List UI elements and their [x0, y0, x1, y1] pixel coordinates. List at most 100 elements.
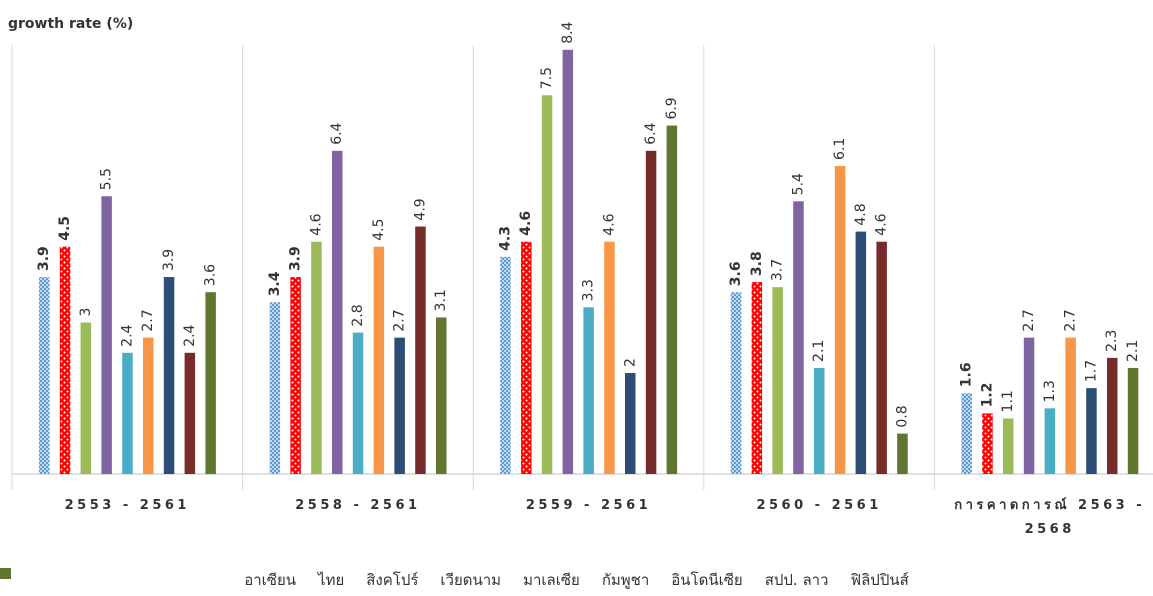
bar — [436, 317, 447, 474]
value-label: 4.6 — [601, 213, 617, 235]
value-label: 4.3 — [497, 226, 513, 251]
bar — [855, 231, 867, 474]
bar — [562, 49, 574, 475]
legend-item: อินโดนีเซีย — [0, 568, 743, 592]
bar — [666, 125, 678, 475]
legend-label: สปป. ลาว — [764, 571, 829, 589]
bar — [982, 413, 993, 474]
value-label: 6.4 — [329, 122, 345, 144]
value-label: 1.3 — [1042, 380, 1058, 402]
bar — [834, 165, 846, 474]
legend-item: ไทย — [0, 568, 345, 592]
x-tick-label: 2559 - 2561 — [525, 498, 652, 513]
bar — [521, 241, 532, 474]
legend-label: มาเลเซีย — [523, 571, 580, 589]
bar — [876, 241, 887, 474]
bar — [332, 150, 343, 475]
value-label: 5.4 — [790, 173, 806, 195]
bar — [80, 322, 92, 474]
bar — [352, 332, 364, 474]
value-label: 2.8 — [350, 304, 366, 326]
value-label: 4.6 — [874, 213, 890, 235]
legend-label: สิงคโปร์ — [366, 571, 419, 589]
bar — [814, 367, 825, 474]
bar — [373, 246, 385, 474]
bar — [583, 307, 594, 474]
legend-item: ฟิลิปปินส์ — [0, 568, 909, 592]
bar — [500, 256, 511, 474]
bar — [961, 393, 972, 474]
legend-label: ฟิลิปปินส์ — [850, 571, 909, 589]
bar — [184, 352, 196, 474]
x-tick-label: 2553 - 2561 — [64, 498, 190, 513]
value-label: 3.7 — [770, 259, 786, 281]
legend-swatch — [0, 568, 11, 579]
legend: อาเซียน ไทย สิงคโปร์ เวียดนาม มาเลเซีย กัมพูช… — [0, 568, 1153, 592]
bar — [625, 373, 636, 474]
value-label: 3.4 — [267, 271, 283, 296]
legend-item: อาเซียน — [0, 568, 297, 592]
chart: growth rate (%) 3.9 4.5 3 5.5 2.4 2.7 3.9 2.4 3.… — [8, 16, 1153, 490]
value-label: 2.3 — [1104, 330, 1120, 352]
bar — [39, 277, 50, 474]
value-label: 4.5 — [57, 216, 73, 241]
bar — [897, 433, 908, 474]
legend-swatch-fill — [0, 568, 11, 579]
value-label: 7.5 — [539, 67, 555, 89]
bar — [205, 292, 216, 474]
value-label: 6.9 — [664, 97, 680, 119]
value-label: 2.1 — [1125, 340, 1141, 362]
bar — [645, 150, 657, 475]
value-label: 1.2 — [979, 383, 995, 408]
legend-item: มาเลเซีย — [0, 568, 580, 592]
bar — [415, 226, 426, 474]
value-label: 2.4 — [182, 324, 198, 346]
value-label: 1.1 — [1000, 390, 1016, 412]
value-label: 2.1 — [811, 340, 827, 362]
value-label: 1.7 — [1083, 360, 1099, 382]
bar — [1044, 408, 1056, 474]
value-label: 3.3 — [581, 279, 597, 301]
x-tick-label: 2560 - 2561 — [756, 498, 882, 513]
bar — [1086, 388, 1097, 474]
bar — [290, 277, 301, 474]
bar — [163, 277, 175, 474]
value-label: 4.6 — [308, 213, 324, 235]
value-label: 8.4 — [560, 21, 576, 43]
value-label: 4.5 — [371, 218, 387, 240]
bar — [1107, 357, 1118, 474]
x-tick-label: 2558 - 2561 — [295, 498, 421, 513]
value-label: 2.7 — [1021, 309, 1037, 331]
bar — [604, 241, 615, 474]
legend-item: สปป. ลาว — [0, 568, 829, 592]
bar — [59, 246, 71, 474]
value-label: 2.7 — [1063, 309, 1079, 331]
legend-item: เวียดนาม — [0, 568, 502, 592]
value-label: 2.7 — [140, 309, 156, 331]
legend-label: กัมพูชา — [601, 571, 650, 589]
bar — [122, 352, 133, 474]
value-label: 3.6 — [728, 261, 744, 286]
value-label: 2.7 — [392, 309, 408, 331]
bar — [541, 95, 553, 474]
bar — [772, 287, 783, 474]
legend-label: อาเซียน — [244, 571, 297, 589]
bar — [1065, 337, 1076, 474]
legend-item: สิงคโปร์ — [0, 568, 419, 592]
bar — [751, 282, 763, 474]
value-label: 3 — [78, 308, 94, 317]
legend-label: ไทย — [318, 571, 345, 589]
value-label: 4.9 — [412, 198, 428, 220]
bar — [1127, 367, 1139, 474]
bar — [269, 302, 281, 474]
value-label: 2 — [622, 358, 638, 367]
legend-label: เวียดนาม — [440, 571, 502, 589]
bar — [143, 337, 154, 474]
bar — [730, 292, 742, 474]
x-tick-label: การคาดการณ์ 2563 - 2568 — [954, 498, 1146, 537]
value-label: 4.8 — [853, 203, 869, 225]
value-label: 3.1 — [433, 289, 449, 311]
legend-label: อินโดนีเซีย — [671, 571, 743, 589]
bar — [394, 337, 405, 474]
